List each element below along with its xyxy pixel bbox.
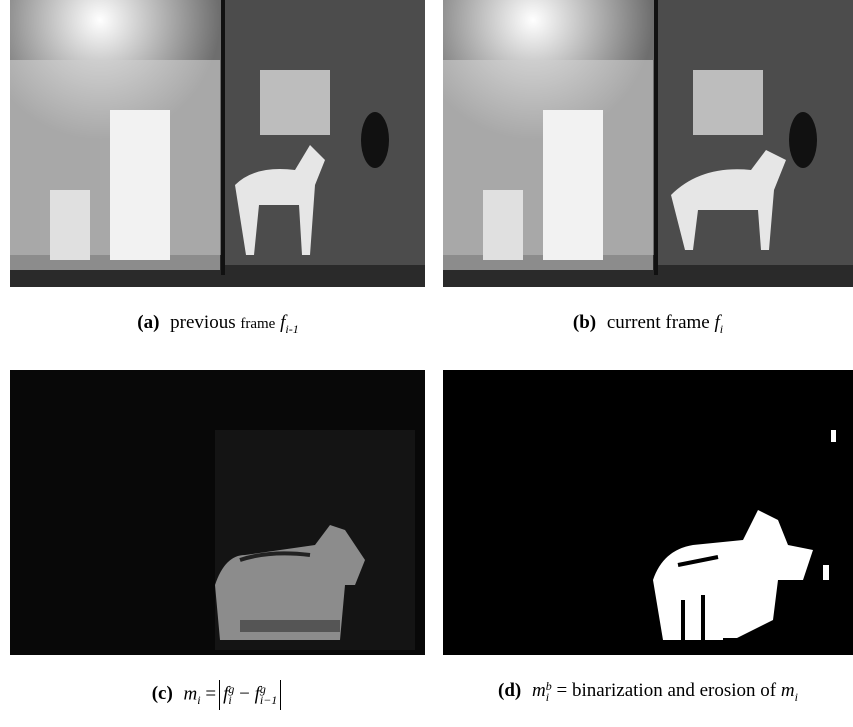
- scripts: g i−1: [259, 682, 278, 707]
- caption-b: (b) current frame fi: [433, 312, 853, 337]
- abs-bar: [219, 680, 221, 710]
- math: f: [280, 312, 286, 333]
- subscript: i−1: [259, 693, 278, 707]
- image-binarized: [443, 370, 853, 655]
- text: frame: [240, 316, 276, 332]
- label: (b): [572, 312, 597, 333]
- superscript: g: [228, 682, 235, 696]
- subscript: i: [794, 689, 798, 704]
- operator: =: [205, 683, 217, 705]
- caption-a: (a) previous frame fi-1: [3, 312, 433, 337]
- text: = binarization and erosion of: [556, 680, 777, 701]
- image-current-frame: [443, 0, 853, 287]
- math: m: [780, 680, 795, 701]
- superscript: g: [259, 682, 266, 696]
- math: m: [183, 683, 198, 705]
- subscript: i: [719, 321, 724, 336]
- image-difference: [10, 370, 425, 655]
- abs-bar: [280, 680, 282, 710]
- label: (a): [137, 312, 160, 333]
- subscript: i: [545, 689, 550, 704]
- math: f: [254, 683, 260, 705]
- text: previous: [170, 312, 236, 333]
- math: f: [223, 683, 229, 705]
- caption-c: (c) mi = f g i − f g i−1: [3, 680, 433, 710]
- superscript: b: [545, 678, 552, 693]
- image-previous-frame: [10, 0, 425, 287]
- subscript: i: [197, 693, 201, 708]
- label: (c): [151, 683, 173, 705]
- text: current frame: [606, 312, 710, 333]
- operator: −: [239, 683, 250, 705]
- subscript: i: [228, 693, 232, 707]
- math: f: [714, 312, 720, 333]
- math: m: [532, 680, 546, 701]
- subscript: i-1: [285, 321, 299, 336]
- label: (d): [498, 680, 522, 701]
